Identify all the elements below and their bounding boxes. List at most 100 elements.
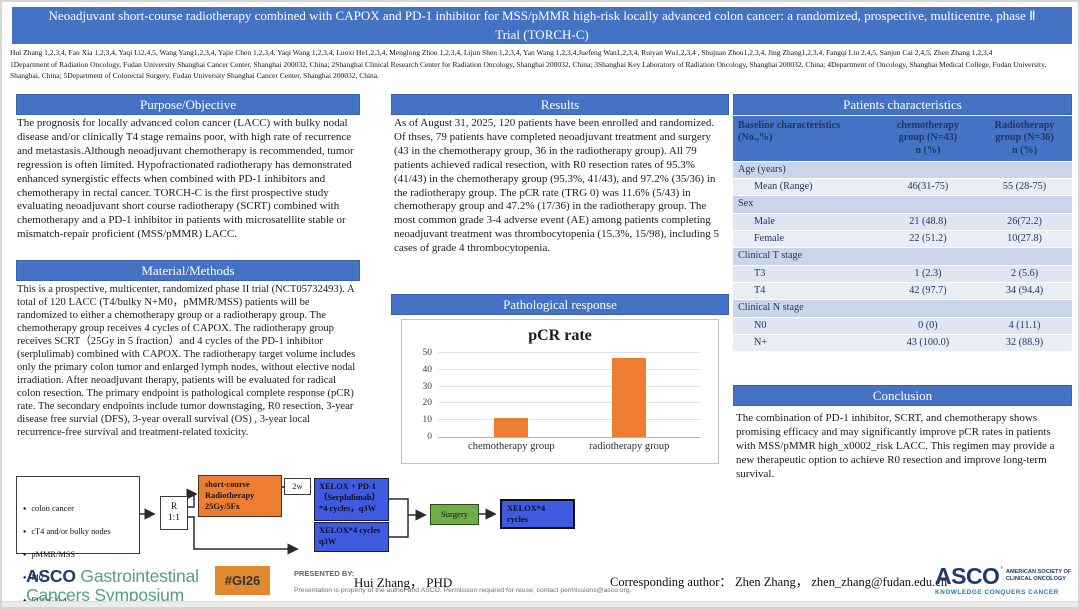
cell-chemo: 0 (0) xyxy=(878,317,978,335)
presenter-name: Hui Zhang， PHD xyxy=(354,575,453,590)
row-label: Age (years) xyxy=(733,161,879,180)
x-label-radiotherapy: radiotherapy group xyxy=(589,441,670,452)
patients-characteristics-header: Patients characteristics xyxy=(733,94,1072,115)
gridline xyxy=(438,368,700,370)
asco-accent-mark: ' xyxy=(1000,565,1003,576)
methods-body: This is a prospective, multicenter, rand… xyxy=(17,284,356,438)
cell-rt xyxy=(977,195,1072,214)
asco-logo: ASCO ' AMERICAN SOCIETY OF CLINICAL ONCO… xyxy=(935,563,1071,597)
arm-chemotherapy-box: XELOX*4 cycles q3W xyxy=(314,522,389,552)
gi-logo-name2: Cancers Symposium xyxy=(26,585,185,605)
presented-by-label: PRESENTED BY: xyxy=(294,569,355,578)
y-axis-tick: 50 xyxy=(422,348,433,358)
y-axis-tick: 20 xyxy=(422,398,433,409)
permission-text: Presentation is property of the author a… xyxy=(294,587,632,594)
column-header-chemotherapy: chemotherapy group (N=43) n (%) xyxy=(878,116,978,162)
randomization-box: R 1:1 xyxy=(160,496,188,530)
gridline xyxy=(438,402,700,404)
scrt-box: short-course Radiotherapy 25Gy/5Fx xyxy=(198,475,282,517)
conclusion-body: The combination of PD-1 inhibitor, SCRT,… xyxy=(736,412,1055,480)
cell-chemo xyxy=(878,247,978,266)
cell-rt: 34 (94.4) xyxy=(977,282,1072,301)
bar-chemotherapy-group xyxy=(494,417,529,437)
eligibility-item: cT4 and/or bulky nodes xyxy=(21,526,137,538)
results-body: As of August 31, 2025, 120 patients have… xyxy=(394,117,720,255)
patients-table: Baseline characteristics (No.,%) chemoth… xyxy=(733,116,1072,353)
asco-society-line1: AMERICAN SOCIETY OF xyxy=(1005,569,1072,575)
cell-rt xyxy=(977,161,1072,180)
table-row: N0 0 (0) 4 (11.1) xyxy=(733,317,1072,335)
cell-rt: 55 (28-75) xyxy=(977,178,1072,197)
gi26-badge: #GI26 xyxy=(215,566,270,595)
asco-wordmark: ASCO xyxy=(935,563,1000,589)
cell-chemo xyxy=(878,299,978,318)
cell-rt: 2 (5.6) xyxy=(977,265,1072,283)
table-row: Age (years) xyxy=(733,161,1072,180)
eligibility-item: colon cancer xyxy=(21,503,137,515)
table-row: Female 22 (51.2) 10(27.8) xyxy=(733,230,1072,249)
eligibility-list: colon cancer cT4 and/or bulky nodes pMMR… xyxy=(21,492,137,607)
gi-symposium-logo: ASCO Gastrointestinal Cancers Symposium xyxy=(26,567,199,605)
cell-chemo: 21 (48.8) xyxy=(878,213,978,232)
asco-society-line2: CLINICAL ONCOLOGY xyxy=(1005,576,1067,582)
y-axis-tick: 30 xyxy=(422,381,433,392)
eligibility-item: pMMR/MSS xyxy=(21,549,137,561)
eligibility-item: ECOG 0-1 xyxy=(21,595,137,607)
cell-rt: 10(27.8) xyxy=(977,230,1072,249)
poster-title: Neoadjuvant short-course radiotherapy co… xyxy=(12,7,1072,44)
cell-chemo: 46(31-75) xyxy=(878,178,978,197)
row-label: Clinical N stage xyxy=(733,299,879,318)
adjuvant-chemo-box: XELOX*4 cycles xyxy=(500,499,575,529)
study-flow-diagram: colon cancer cT4 and/or bulky nodes pMMR… xyxy=(2,467,742,605)
table-row: T4 42 (97.7) 34 (94.4) xyxy=(733,282,1072,301)
table-header-row: Baseline characteristics (No.,%) chemoth… xyxy=(733,116,1072,162)
y-axis-tick: 40 xyxy=(422,364,433,375)
cell-rt: 26(72.2) xyxy=(977,213,1072,232)
arm-radiotherapy-box: XELOX + PD-1 （Serplulimab） *4 cycles，q3W xyxy=(314,478,389,521)
gi-logo-name1: Gastrointestinal xyxy=(75,566,199,586)
y-axis-tick: 0 xyxy=(427,432,432,442)
cell-chemo xyxy=(878,161,978,180)
byline-block: Hui Zhang 1,2,3,4, Fan Xia 1,2,3,4, Yaqi… xyxy=(10,47,1074,82)
table-row: Sex xyxy=(733,195,1072,214)
eligibility-box: colon cancer cT4 and/or bulky nodes pMMR… xyxy=(16,476,140,605)
row-label: Female xyxy=(733,230,879,249)
surgery-box: Surgery xyxy=(430,504,479,525)
cell-chemo: 22 (51.2) xyxy=(878,230,978,249)
slide-bottom-edge xyxy=(2,601,1078,607)
row-label: N0 xyxy=(733,317,879,335)
cell-rt xyxy=(977,247,1072,266)
x-label-chemotherapy: chemotherapy group xyxy=(468,441,555,452)
cell-rt: 4 (11.1) xyxy=(977,317,1072,335)
table-row: Clinical T stage xyxy=(733,247,1072,266)
gridline xyxy=(438,385,700,387)
cell-chemo: 42 (97.7) xyxy=(878,282,978,301)
cell-chemo: 1 (2.3) xyxy=(878,265,978,283)
gridline xyxy=(438,352,700,353)
methods-header: Material/Methods xyxy=(16,260,360,281)
gi-logo-asco: ASCO xyxy=(26,566,76,586)
asco-society-text: AMERICAN SOCIETY OF CLINICAL ONCOLOGY xyxy=(1006,565,1071,583)
row-label: T4 xyxy=(733,282,879,301)
affiliations-line: 1Department of Radiation Oncology, Fudan… xyxy=(10,59,1047,81)
purpose-body: The prognosis for locally advanced colon… xyxy=(17,117,354,241)
column-header-radiotherapy: Radiotherapy group (N=36) n (%) xyxy=(977,116,1072,162)
results-header: Results xyxy=(391,94,729,115)
x-axis-labels: chemotherapy group radiotherapy group xyxy=(438,441,700,457)
cell-chemo: 43 (100.0) xyxy=(878,334,978,353)
row-label: Clinical T stage xyxy=(733,247,879,266)
gridline xyxy=(438,419,700,421)
table-row: Mean (Range) 46(31-75) 55 (28-75) xyxy=(733,178,1072,197)
pcr-rate-chart: pCR rate 0 10 20 30 40 50 chemotherapy g… xyxy=(401,319,719,464)
row-label: Sex xyxy=(733,195,879,214)
row-label: N+ xyxy=(733,334,879,353)
table-row: Clinical N stage xyxy=(733,299,1072,318)
chart-title: pCR rate xyxy=(528,327,592,344)
y-axis-tick: 10 xyxy=(422,415,433,426)
table-row: N+ 43 (100.0) 32 (88.9) xyxy=(733,334,1072,353)
cell-rt xyxy=(977,299,1072,318)
row-label: T3 xyxy=(733,265,879,283)
purpose-header: Purpose/Objective xyxy=(16,94,360,115)
corresponding-author: Corresponding author： Zhen Zhang， zhen_z… xyxy=(610,575,948,589)
